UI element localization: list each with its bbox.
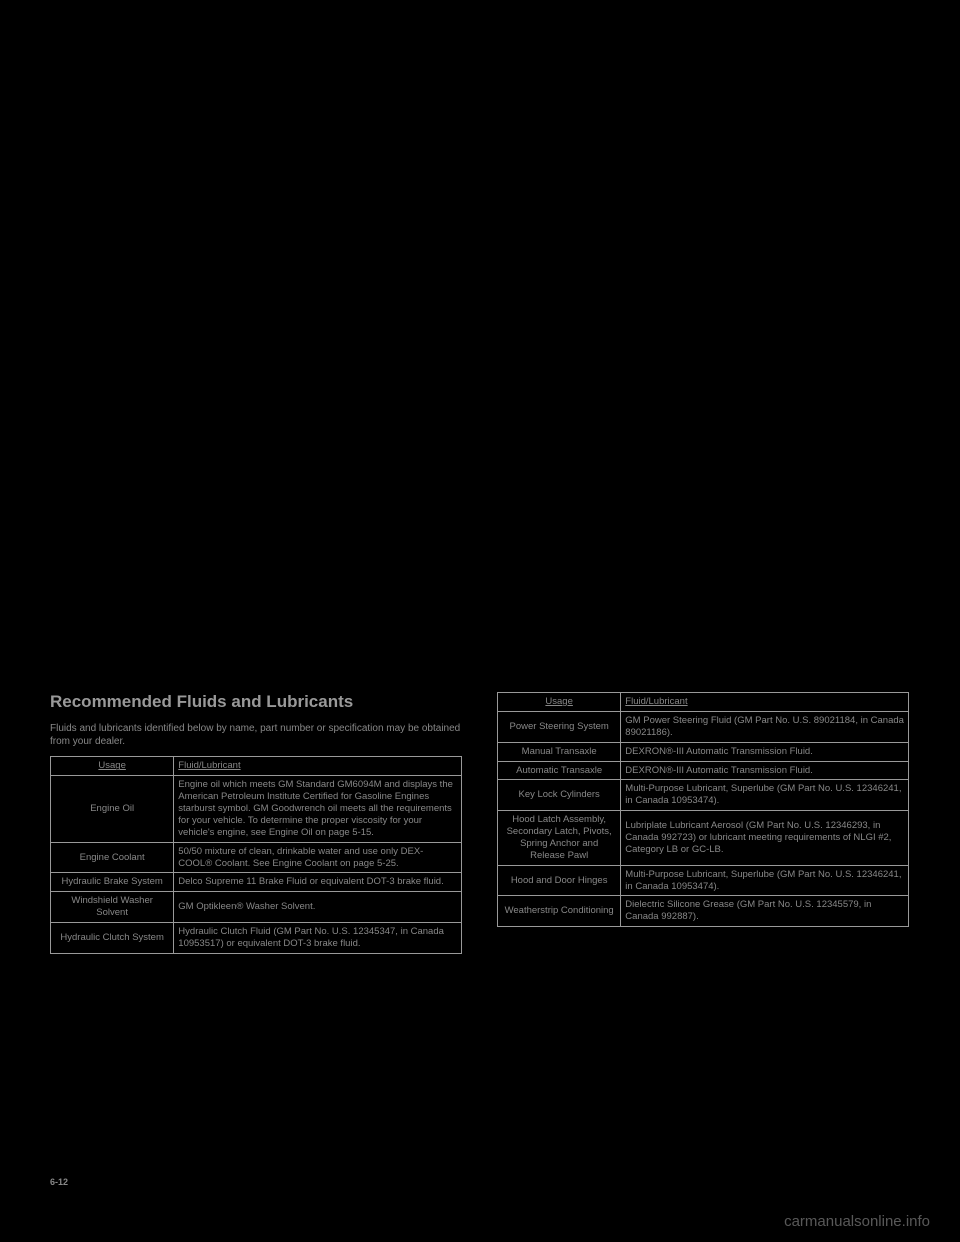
usage-cell: Hydraulic Brake System [51, 873, 174, 892]
section-title: Recommended Fluids and Lubricants [50, 692, 462, 712]
table-row: Hydraulic Brake System Delco Supreme 11 … [51, 873, 462, 892]
usage-cell: Windshield Washer Solvent [51, 892, 174, 923]
usage-cell: Manual Transaxle [498, 742, 621, 761]
table-row: Hood and Door Hinges Multi-Purpose Lubri… [498, 865, 909, 896]
usage-cell: Hydraulic Clutch System [51, 923, 174, 954]
fluid-cell: 50/50 mixture of clean, drinkable water … [174, 842, 462, 873]
table-row: Engine Oil Engine oil which meets GM Sta… [51, 776, 462, 842]
right-column: Usage Fluid/Lubricant Power Steering Sys… [497, 692, 909, 954]
two-column-layout: Recommended Fluids and Lubricants Fluids… [50, 692, 910, 954]
usage-cell: Key Lock Cylinders [498, 780, 621, 811]
usage-cell: Engine Coolant [51, 842, 174, 873]
watermark: carmanualsonline.info [784, 1213, 930, 1230]
table-row: Windshield Washer Solvent GM Optikleen® … [51, 892, 462, 923]
table-row: Engine Coolant 50/50 mixture of clean, d… [51, 842, 462, 873]
fluid-cell: GM Optikleen® Washer Solvent. [174, 892, 462, 923]
table-header-usage: Usage [498, 693, 621, 712]
fluid-cell: DEXRON®-III Automatic Transmission Fluid… [621, 742, 909, 761]
table-header-fluid: Fluid/Lubricant [174, 757, 462, 776]
fluid-cell: DEXRON®-III Automatic Transmission Fluid… [621, 761, 909, 780]
table-row: Hood Latch Assembly, Secondary Latch, Pi… [498, 811, 909, 866]
fluid-cell: Delco Supreme 11 Brake Fluid or equivale… [174, 873, 462, 892]
usage-cell: Engine Oil [51, 776, 174, 842]
fluid-cell: Multi-Purpose Lubricant, Superlube (GM P… [621, 780, 909, 811]
fluid-cell: Multi-Purpose Lubricant, Superlube (GM P… [621, 865, 909, 896]
table-row: Power Steering System GM Power Steering … [498, 711, 909, 742]
fluid-cell: Hydraulic Clutch Fluid (GM Part No. U.S.… [174, 923, 462, 954]
table-header-fluid: Fluid/Lubricant [621, 693, 909, 712]
left-column: Recommended Fluids and Lubricants Fluids… [50, 692, 462, 954]
usage-cell: Hood Latch Assembly, Secondary Latch, Pi… [498, 811, 621, 866]
table-row: Weatherstrip Conditioning Dielectric Sil… [498, 896, 909, 927]
usage-cell: Hood and Door Hinges [498, 865, 621, 896]
fluid-cell: GM Power Steering Fluid (GM Part No. U.S… [621, 711, 909, 742]
usage-cell: Weatherstrip Conditioning [498, 896, 621, 927]
page-number: 6-12 [50, 1177, 68, 1187]
usage-cell: Automatic Transaxle [498, 761, 621, 780]
table-row: Manual Transaxle DEXRON®-III Automatic T… [498, 742, 909, 761]
table-row: Hydraulic Clutch System Hydraulic Clutch… [51, 923, 462, 954]
fluids-table-left: Usage Fluid/Lubricant Engine Oil Engine … [50, 756, 462, 953]
page-content: Recommended Fluids and Lubricants Fluids… [50, 692, 910, 1199]
usage-cell: Power Steering System [498, 711, 621, 742]
fluid-cell: Lubriplate Lubricant Aerosol (GM Part No… [621, 811, 909, 866]
table-row: Key Lock Cylinders Multi-Purpose Lubrica… [498, 780, 909, 811]
fluids-table-right: Usage Fluid/Lubricant Power Steering Sys… [497, 692, 909, 927]
table-row: Automatic Transaxle DEXRON®-III Automati… [498, 761, 909, 780]
fluid-cell: Dielectric Silicone Grease (GM Part No. … [621, 896, 909, 927]
table-header-usage: Usage [51, 757, 174, 776]
fluid-cell: Engine oil which meets GM Standard GM609… [174, 776, 462, 842]
intro-paragraph: Fluids and lubricants identified below b… [50, 722, 462, 748]
